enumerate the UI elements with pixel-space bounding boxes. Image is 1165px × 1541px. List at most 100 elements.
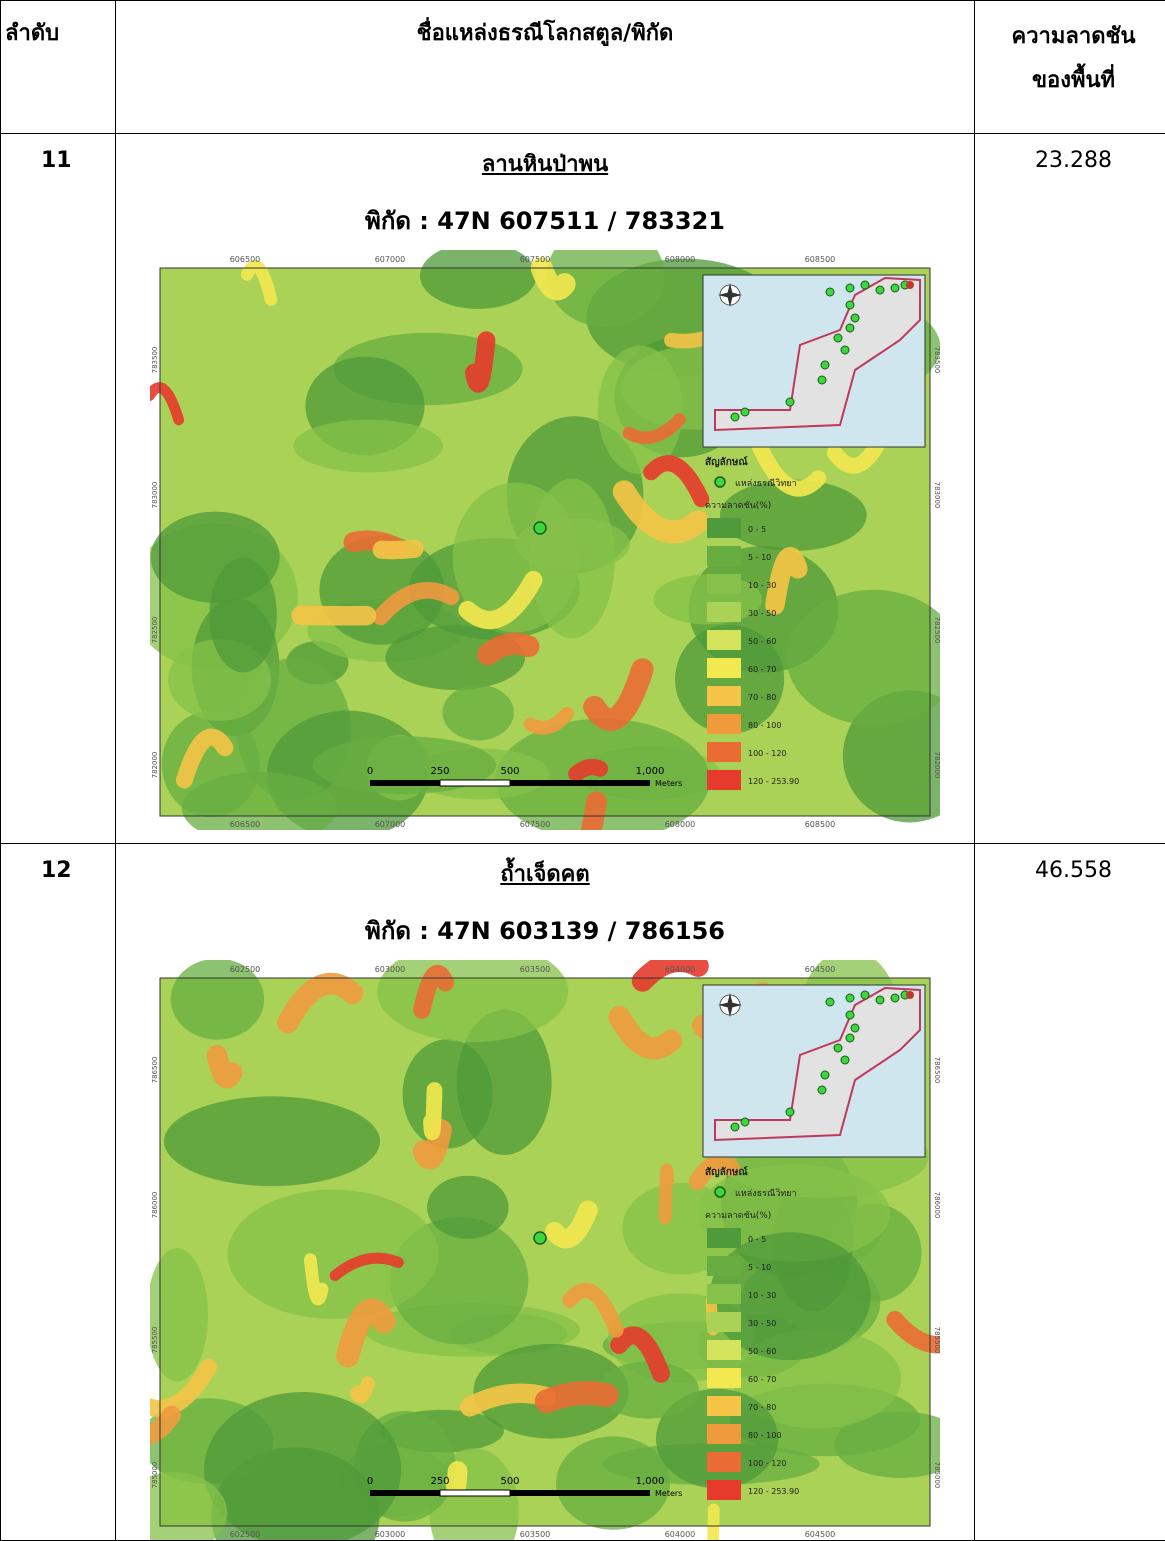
row-order: 12: [1, 844, 116, 1541]
map-tick-top: 608000: [665, 255, 696, 264]
legend-swatch: [707, 1452, 741, 1472]
map-tick-bottom: 603000: [375, 1530, 406, 1539]
map-tick-top: 603500: [520, 965, 551, 974]
geosite-dot-icon: [741, 1118, 749, 1126]
legend-swatch: [707, 630, 741, 650]
geosite-dot-icon: [786, 1108, 794, 1116]
geosite-dot-icon: [846, 994, 854, 1002]
scale-label: 1,000: [636, 766, 665, 777]
legend-swatch: [707, 518, 741, 538]
map-tick-left: 782000: [151, 752, 159, 779]
row-name-cell: ถ้ำเจ็ดคต พิกัด : 47N 603139 / 786156 60…: [116, 844, 975, 1541]
map-tick-top: 604000: [665, 965, 696, 974]
map-tick-bottom: 606500: [230, 820, 261, 829]
map-tick-bottom: 608000: [665, 820, 696, 829]
map-tick-left: 785000: [151, 1462, 159, 1489]
map-tick-left: 785500: [151, 1327, 159, 1354]
map-tick-left: 786500: [151, 1057, 159, 1084]
geosite-dot-icon: [861, 281, 869, 289]
scale-label: 250: [430, 1476, 449, 1487]
map-tick-left: 783500: [151, 347, 159, 374]
map-tick-right: 782500: [933, 617, 940, 644]
legend-swatch: [707, 770, 741, 790]
map-tick-bottom: 604500: [805, 1530, 836, 1539]
scale-label: 500: [500, 1476, 519, 1487]
map-tick-top: 603000: [375, 965, 406, 974]
geosite-dot-icon: [876, 996, 884, 1004]
scale-unit: Meters: [655, 779, 682, 788]
scale-unit: Meters: [655, 1489, 682, 1498]
header-order: ลำดับ: [1, 1, 116, 134]
current-site-dot-icon: [906, 991, 914, 999]
legend-swatch: [707, 1256, 741, 1276]
table-row: 11 ลานหินป่าพน พิกัด : 47N 607511 / 7833…: [1, 134, 1165, 844]
scale-label: 0: [367, 1476, 373, 1487]
geosite-dot-icon: [891, 994, 899, 1002]
legend-swatch: [707, 1396, 741, 1416]
map-tick-top: 606500: [230, 255, 261, 264]
legend-title: สัญลักษณ์: [705, 456, 748, 468]
legend-class-label: 100 - 120: [748, 749, 787, 758]
geosite-dot-icon: [846, 324, 854, 332]
legend-swatch: [707, 658, 741, 678]
site-point-icon: [534, 522, 546, 534]
site-coordinate: พิกัด : 47N 607511 / 783321: [116, 201, 974, 240]
row-slope: 46.558: [975, 844, 1165, 1541]
header-slope-line1: ความลาดชัน: [975, 15, 1165, 59]
legend-swatch: [707, 1368, 741, 1388]
geosite-dot-icon: [846, 301, 854, 309]
geosite-dot-icon: [846, 284, 854, 292]
legend-swatch: [707, 602, 741, 622]
legend-class-label: 0 - 5: [748, 525, 766, 534]
geosite-dot-icon: [891, 284, 899, 292]
geosite-dot-icon: [834, 1044, 842, 1052]
legend-swatch: [707, 1284, 741, 1304]
legend-class-label: 120 - 253.90: [748, 777, 799, 786]
legend-class-label: 100 - 120: [748, 1459, 787, 1468]
map-tick-bottom: 607000: [375, 820, 406, 829]
inset-map: [703, 275, 925, 447]
geosite-dot-icon: [861, 991, 869, 999]
legend-point-icon: [715, 1187, 725, 1197]
map-tick-bottom: 608500: [805, 820, 836, 829]
row-slope: 23.288: [975, 134, 1165, 844]
map-tick-top: 602500: [230, 965, 261, 974]
geosite-dot-icon: [851, 1024, 859, 1032]
legend-swatch: [707, 1228, 741, 1248]
legend-swatch: [707, 1340, 741, 1360]
legend-class-label: 10 - 30: [748, 581, 776, 590]
geosite-dot-icon: [876, 286, 884, 294]
geosite-dot-icon: [741, 408, 749, 416]
legend-class-label: 0 - 5: [748, 1235, 766, 1244]
legend-swatch: [707, 546, 741, 566]
legend-class-label: 80 - 100: [748, 1431, 781, 1440]
legend-class-label: 5 - 10: [748, 1263, 771, 1272]
row-order: 11: [1, 134, 116, 844]
map-tick-left: 783000: [151, 482, 159, 509]
geosite-dot-icon: [851, 314, 859, 322]
geosite-dot-icon: [821, 361, 829, 369]
map-tick-bottom: 604000: [665, 1530, 696, 1539]
legend-class-label: 10 - 30: [748, 1291, 776, 1300]
legend-point-icon: [715, 477, 725, 487]
legend-swatch: [707, 742, 741, 762]
legend-swatch: [707, 1424, 741, 1444]
header-slope: ความลาดชัน ของพื้นที่: [975, 1, 1165, 134]
current-site-dot-icon: [906, 281, 914, 289]
legend-point-label: แหล่งธรณีวิทยา: [735, 1188, 797, 1199]
legend-class-label: 60 - 70: [748, 665, 776, 674]
header-slope-line2: ของพื้นที่: [975, 59, 1165, 103]
map-tick-right: 785500: [933, 1327, 940, 1354]
map-tick-right: 786000: [933, 1192, 940, 1219]
geosite-dot-icon: [826, 998, 834, 1006]
map-tick-top: 607000: [375, 255, 406, 264]
site-name: ลานหินป่าพน: [116, 146, 974, 181]
geosite-dot-icon: [786, 398, 794, 406]
geosite-dot-icon: [841, 1056, 849, 1064]
map-tick-right: 782000: [933, 752, 940, 779]
map-tick-top: 608500: [805, 255, 836, 264]
legend-class-label: 80 - 100: [748, 721, 781, 730]
